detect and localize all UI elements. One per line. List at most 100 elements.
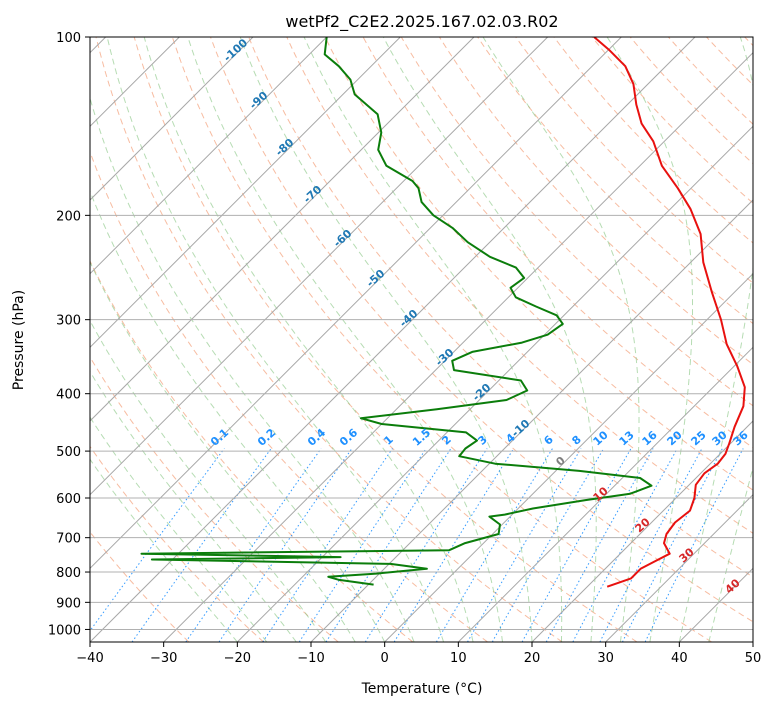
isotherm-label: -90 <box>247 89 271 112</box>
dry-adiabat <box>90 356 339 642</box>
chart-title: wetPf2_C2E2.2025.167.02.03.R02 <box>285 12 558 32</box>
moist-adiabat <box>90 260 356 642</box>
isotherm-line <box>384 272 753 642</box>
isotherm-label: 20 <box>633 515 653 535</box>
plot-frame <box>89 36 754 643</box>
moist-adiabat <box>106 37 445 642</box>
dry-adiabat <box>95 37 563 642</box>
mixing-ratio-line <box>298 448 427 642</box>
isotherm-label: -70 <box>301 183 325 206</box>
mixing-ratio-line <box>435 448 553 642</box>
dry-adiabat <box>553 37 753 244</box>
mixing-ratio-label: 6 <box>541 433 556 448</box>
dry-adiabats <box>90 37 753 642</box>
moist-adiabat <box>482 37 640 642</box>
x-tick-label: −10 <box>297 651 324 666</box>
isotherm-label: -100 <box>221 36 250 64</box>
isotherm-line <box>752 641 753 642</box>
mixing-ratio-label: 1 <box>381 433 395 448</box>
x-axis-title: Temperature (°C) <box>361 681 483 697</box>
mixing-ratio-label: 16 <box>640 428 660 448</box>
mixing-ratio-line <box>90 448 225 632</box>
isotherm-label: -80 <box>273 136 297 159</box>
dry-adiabat <box>90 531 190 642</box>
isotherm-line <box>605 493 753 642</box>
mixing-ratio-label: 0.6 <box>337 426 360 449</box>
moist-adiabat <box>90 319 327 642</box>
y-tick-label: 700 <box>56 532 81 547</box>
y-tick-label: 200 <box>56 209 81 224</box>
x-tick-label: −20 <box>224 651 251 666</box>
isotherm-label: 40 <box>723 576 743 596</box>
dry-adiabat <box>171 37 712 642</box>
mixing-ratio-label: 0.4 <box>305 426 328 449</box>
mixing-ratio-label: 30 <box>710 428 730 448</box>
isotherm-label: 10 <box>591 484 611 504</box>
mixing-ratio-line <box>491 448 605 642</box>
y-tick-label: 1000 <box>48 623 81 638</box>
skewed-isotherms <box>90 37 753 642</box>
isotherm-line <box>90 37 622 570</box>
moist-adiabat <box>90 458 238 642</box>
isotherm-line <box>90 37 696 642</box>
in-plot-labels: -100-90-80-70-60-50-40-30-20-100.1 0.2 0.4… <box>208 36 751 596</box>
x-axis: −40 −30 −20 −10 0 10 20 30 40 50 <box>76 642 761 666</box>
mixing-ratio-line <box>467 448 582 642</box>
y-tick-label: 500 <box>56 445 81 460</box>
isotherm-line <box>90 37 475 422</box>
isotherm-label: 30 <box>677 545 697 565</box>
mixing-ratio-line <box>572 448 678 642</box>
x-tick-label: −40 <box>76 651 103 666</box>
dry-adiabat <box>515 37 753 284</box>
isotherm-line <box>90 37 549 496</box>
dry-adiabat <box>90 445 264 642</box>
y-tick-label: 900 <box>56 596 81 611</box>
y-tick-label: 400 <box>56 388 81 403</box>
mixing-ratio-line <box>364 448 488 642</box>
moist-adiabat <box>90 189 386 642</box>
y-axis: 100 200 300 400 500 600 700 800 900 1000 <box>48 31 90 638</box>
moist-adiabat <box>678 37 753 642</box>
mixing-ratio-line <box>218 448 353 642</box>
isotherm-label: -20 <box>470 381 494 404</box>
moist-adiabat <box>708 465 753 642</box>
x-tick-label: 30 <box>597 651 614 666</box>
dry-adiabat <box>324 37 753 491</box>
moist-adiabat <box>303 37 563 642</box>
mixing-ratio-line <box>644 448 744 642</box>
plot-area: -100-90-80-70-60-50-40-30-20-100.1 0.2 0.4… <box>90 36 753 642</box>
moist-adiabat <box>382 37 597 642</box>
moist-adiabat <box>143 37 474 642</box>
x-tick-label: 50 <box>745 651 762 666</box>
x-tick-label: 0 <box>381 651 389 666</box>
moist-adiabats <box>90 37 753 642</box>
isotherm-line <box>236 125 753 642</box>
mixing-ratio-line <box>325 448 452 642</box>
dry-adiabat <box>248 37 753 578</box>
mixing-ratio-label: 10 <box>591 428 611 448</box>
sounding-profiles <box>140 37 746 588</box>
mixing-ratio-label: 13 <box>617 428 637 448</box>
mixing-ratio-line <box>599 448 703 642</box>
x-tick-label: 20 <box>524 651 541 666</box>
mixing-ratio-line <box>393 448 515 642</box>
moist-adiabat <box>187 37 503 642</box>
isotherm-line <box>457 346 753 642</box>
mixing-ratio-label: 0.2 <box>255 426 278 449</box>
y-tick-label: 800 <box>56 566 81 581</box>
dry-adiabat <box>744 37 753 47</box>
mixing-ratio-label: 2 <box>439 433 453 448</box>
isotherm-line <box>310 199 753 642</box>
moist-adiabat <box>606 37 693 642</box>
pressure-gridlines <box>90 37 753 630</box>
isotherm-label: -40 <box>397 307 421 330</box>
moist-adiabat <box>90 370 297 642</box>
isotherm-line <box>90 37 401 349</box>
mixing-ratio-label: 3 <box>475 433 489 448</box>
mixing-ratio-line <box>262 448 393 642</box>
dry-adiabat <box>90 259 414 642</box>
dry-adiabat <box>706 37 753 86</box>
y-tick-label: 300 <box>56 314 81 329</box>
x-tick-label: 10 <box>450 651 467 666</box>
mixing-ratio-label: 20 <box>665 428 685 448</box>
